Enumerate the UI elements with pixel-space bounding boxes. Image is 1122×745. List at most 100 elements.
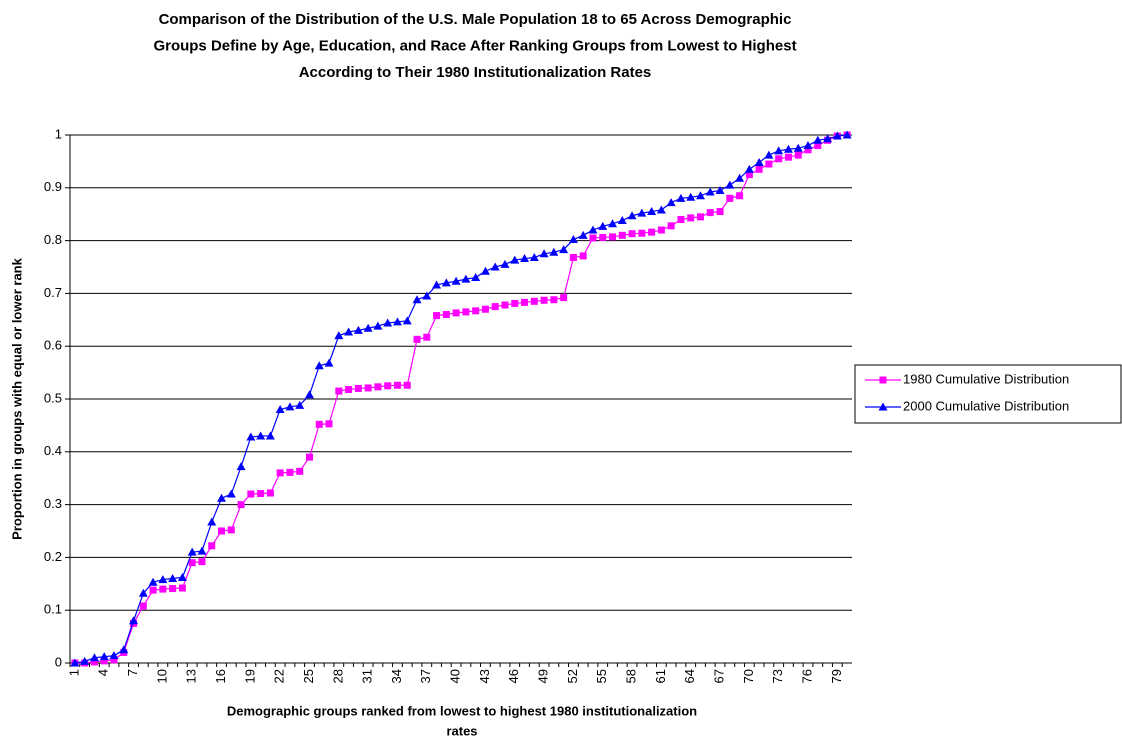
x-tick-label: 70 <box>741 669 756 683</box>
marker <box>442 311 450 319</box>
marker <box>109 651 119 660</box>
marker <box>686 192 696 201</box>
marker <box>530 297 538 305</box>
y-tick-label: 0.3 <box>44 496 62 511</box>
x-tick-label: 61 <box>653 669 668 683</box>
marker <box>608 219 618 228</box>
x-tick-label: 22 <box>272 669 287 683</box>
marker <box>579 252 587 260</box>
legend-box <box>854 364 1122 424</box>
legend-label: 1980 Cumulative Distribution <box>903 371 1069 386</box>
x-tick-label: 25 <box>301 669 316 683</box>
marker <box>804 146 812 154</box>
marker <box>529 252 539 261</box>
chart-title: Comparison of the Distribution of the U.… <box>159 11 792 28</box>
marker <box>89 653 99 662</box>
marker <box>364 384 372 392</box>
marker <box>814 142 822 150</box>
marker <box>159 585 167 593</box>
marker <box>490 262 500 271</box>
marker <box>177 572 187 581</box>
x-tick-label: 49 <box>536 669 551 683</box>
marker <box>423 333 431 341</box>
marker <box>275 405 285 414</box>
marker <box>138 588 148 597</box>
y-tick-label: 0.6 <box>44 338 62 353</box>
marker <box>148 577 158 586</box>
marker <box>471 273 481 282</box>
marker <box>296 467 304 475</box>
marker <box>286 468 294 476</box>
marker <box>764 150 774 159</box>
marker <box>520 254 530 263</box>
y-tick-label: 0.9 <box>44 179 62 194</box>
x-axis-title: Demographic groups ranked from lowest to… <box>227 703 697 718</box>
marker <box>452 309 460 317</box>
x-tick-label: 43 <box>477 669 492 683</box>
marker <box>207 517 217 526</box>
y-tick-label: 0.4 <box>44 443 62 458</box>
marker <box>384 382 392 390</box>
marker <box>402 316 412 325</box>
marker <box>617 216 627 225</box>
marker <box>549 247 559 256</box>
marker <box>618 231 626 239</box>
marker <box>813 135 823 144</box>
marker <box>500 259 510 268</box>
marker <box>461 274 471 283</box>
marker <box>257 490 265 498</box>
marker <box>305 453 313 461</box>
marker <box>878 402 888 411</box>
x-tick-label: 19 <box>242 669 257 683</box>
marker <box>265 431 275 440</box>
marker <box>403 381 411 389</box>
marker <box>589 234 597 242</box>
marker <box>656 205 666 214</box>
marker <box>521 298 529 306</box>
y-tick-label: 0 <box>55 654 62 669</box>
marker <box>158 575 168 584</box>
marker <box>560 294 568 302</box>
marker <box>169 585 177 593</box>
marker <box>276 469 284 477</box>
marker <box>80 656 90 665</box>
marker <box>637 208 647 217</box>
marker <box>325 420 333 428</box>
marker <box>285 402 295 411</box>
marker <box>256 431 266 440</box>
x-tick-label: 4 <box>96 669 111 676</box>
marker <box>198 558 206 566</box>
marker <box>588 225 598 234</box>
marker <box>879 376 887 384</box>
marker <box>550 296 558 304</box>
x-tick-label: 76 <box>799 669 814 683</box>
marker <box>393 381 401 389</box>
marker <box>803 141 813 150</box>
marker <box>119 645 129 654</box>
x-tick-label: 16 <box>213 669 228 683</box>
marker <box>237 501 245 509</box>
marker <box>784 153 792 161</box>
marker <box>334 331 344 340</box>
marker <box>578 230 588 239</box>
x-tick-label: 46 <box>506 669 521 683</box>
x-tick-label: 28 <box>330 669 345 683</box>
y-tick-label: 0.5 <box>44 390 62 405</box>
marker <box>510 255 520 264</box>
marker <box>188 559 196 567</box>
marker <box>676 193 686 202</box>
x-tick-label: 7 <box>125 669 140 676</box>
x-tick-label: 79 <box>829 669 844 683</box>
marker <box>540 296 548 304</box>
y-tick-label: 0.8 <box>44 232 62 247</box>
marker <box>765 160 773 168</box>
marker <box>687 214 695 222</box>
marker <box>609 233 617 241</box>
marker <box>178 584 186 592</box>
x-axis-title: rates <box>446 723 477 738</box>
marker <box>491 303 499 311</box>
marker <box>569 253 577 261</box>
marker <box>638 229 646 237</box>
marker <box>755 165 763 173</box>
